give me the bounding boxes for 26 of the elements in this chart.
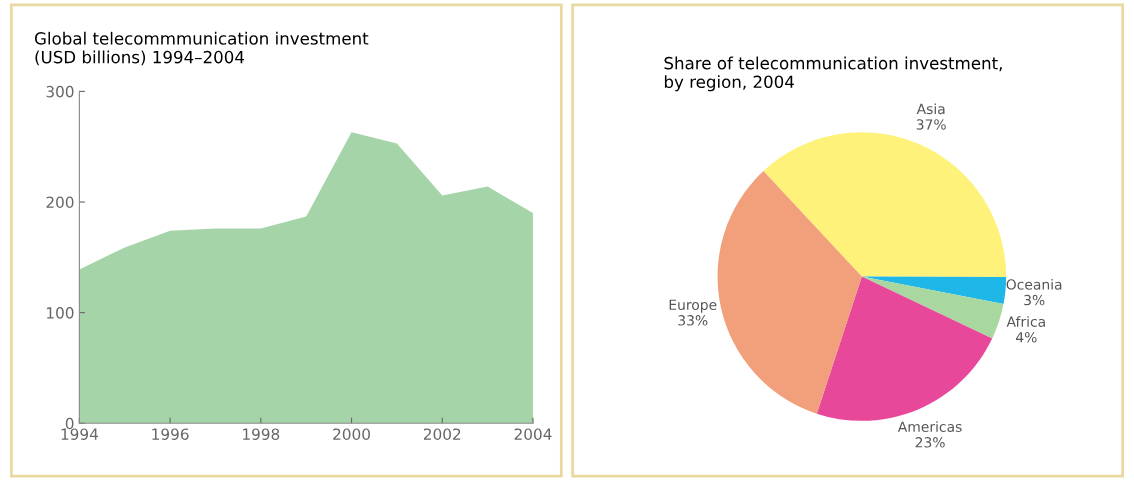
pie-slice	[861, 276, 1004, 339]
data-label: 33%	[678, 315, 708, 326]
x-tick-label: 1994	[61, 428, 98, 440]
chart-title: Share of telecommunication investment, by region, 2004	[664, 56, 1002, 92]
pie-slice	[816, 276, 993, 421]
slice-label: Americas	[897, 421, 962, 432]
y-tick-label: 200	[46, 196, 74, 209]
data-label: 4%	[1016, 331, 1037, 343]
pie-slice	[717, 171, 862, 414]
chart-title: Global telecommmunication investment (USD billions) 1994–2004	[34, 31, 369, 66]
slice-label: Oceania	[1006, 278, 1062, 290]
y-tick-label: 300	[46, 85, 74, 98]
data-label: 37%	[916, 119, 946, 130]
data-label: 23%	[915, 437, 945, 448]
y-tick-label: 0	[65, 417, 74, 430]
x-tick-label: 1998	[243, 428, 280, 440]
slice-label: Africa	[1006, 316, 1045, 327]
pie-slice	[763, 132, 1007, 278]
x-tick-label: 1996	[152, 428, 189, 440]
slice-label: Asia	[916, 103, 945, 115]
x-tick-label: 2002	[423, 428, 461, 440]
x-tick-label: 2004	[514, 428, 552, 440]
y-tick-label: 100	[47, 307, 74, 319]
x-tick-label: 2000	[333, 428, 370, 440]
data-label: 3%	[1024, 294, 1045, 306]
slice-label: Europe	[669, 299, 717, 313]
